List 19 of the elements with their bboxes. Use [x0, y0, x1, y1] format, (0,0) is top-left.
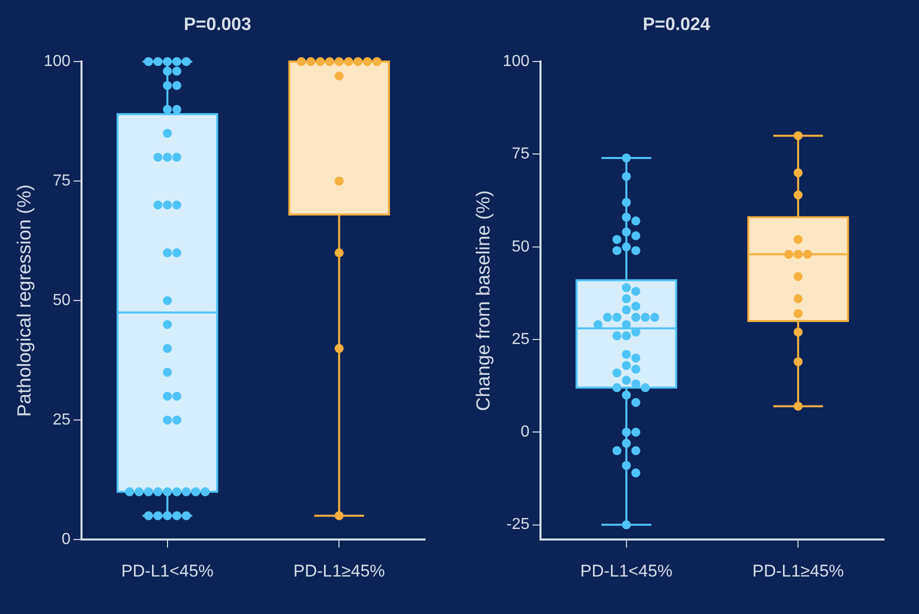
- x-tick-label: PD-L1<45%: [121, 561, 214, 580]
- y-axis-title: Change from baseline (%): [474, 190, 495, 411]
- chart-title: P=0.024: [642, 14, 710, 34]
- y-tick-label: 50: [52, 292, 71, 310]
- y-tick-label: 75: [512, 146, 530, 163]
- y-tick-label: 0: [62, 531, 71, 548]
- y-axis-title: Pathological regression (%): [14, 184, 36, 417]
- x-tick-label: PD-L1≥45%: [293, 561, 385, 580]
- y-tick-label: 50: [512, 238, 530, 256]
- y-tick-label: 75: [52, 172, 71, 190]
- y-tick-label: 25: [512, 330, 530, 348]
- chart-title: P=0.003: [184, 14, 252, 34]
- x-tick-label: PD-L1≥45%: [752, 561, 844, 580]
- y-tick-label: 100: [44, 53, 71, 70]
- y-tick-label: 25: [52, 412, 71, 429]
- x-tick-label: PD-L1<45%: [580, 561, 672, 580]
- y-tick-label: 0: [520, 424, 530, 441]
- y-tick-label: -25: [506, 516, 530, 534]
- y-tick-label: 100: [502, 53, 530, 70]
